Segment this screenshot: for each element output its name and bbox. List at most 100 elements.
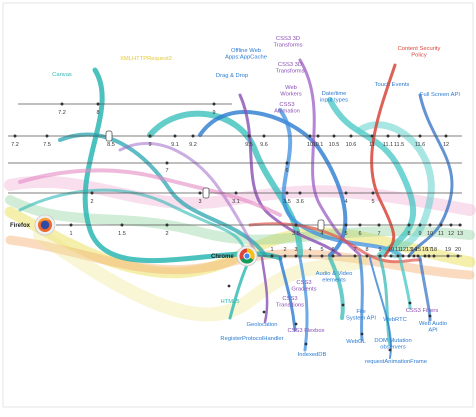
version-label: 9.2 bbox=[189, 142, 197, 148]
version-label: 11 bbox=[438, 231, 444, 237]
version-tick bbox=[349, 134, 353, 138]
stream-orange-wide bbox=[5, 235, 475, 280]
version-label: 9.5 bbox=[245, 142, 253, 148]
version-label: 10 bbox=[388, 247, 394, 253]
version-tick bbox=[262, 134, 266, 138]
version-label: 11.5 bbox=[394, 142, 404, 148]
version-label: 9 bbox=[378, 247, 381, 253]
version-label: 5 bbox=[344, 231, 347, 237]
badge-icon bbox=[202, 187, 210, 199]
version-label: 4 bbox=[320, 231, 323, 237]
version-tick bbox=[358, 223, 362, 227]
version-tick bbox=[165, 161, 169, 165]
version-label: 12 bbox=[448, 231, 454, 237]
feature-css3-flexbox: CSS3 Flexbox bbox=[287, 328, 324, 334]
stream-yellow-low bbox=[33, 228, 367, 322]
stream-down-g bbox=[378, 256, 392, 347]
version-tick bbox=[396, 254, 400, 258]
version-label: 9 bbox=[148, 142, 151, 148]
feature-labels: Canvas XMLHTTPRequest2 Offline Web Apps:A… bbox=[52, 36, 460, 365]
version-tick bbox=[285, 161, 289, 165]
feature-css3-gradients: CSS3 Gradients bbox=[291, 280, 316, 293]
version-label: 11.1 bbox=[383, 142, 393, 148]
feature-register-protocol: RegisterProtocolHandler bbox=[220, 336, 283, 342]
badge-icon bbox=[105, 130, 113, 142]
version-tick bbox=[370, 134, 374, 138]
version-label: 13 bbox=[406, 247, 412, 253]
stream-teal-a bbox=[82, 67, 283, 263]
feature-csp: Content Security Policy bbox=[398, 46, 441, 59]
feature-css3-filters: CSS3 Filters bbox=[406, 308, 439, 314]
version-tick bbox=[449, 223, 453, 227]
version-label: 2 bbox=[283, 247, 286, 253]
version-label: 7.2 bbox=[58, 110, 66, 116]
version-tick bbox=[377, 223, 381, 227]
feature-indexeddb: IndexedDB bbox=[298, 352, 327, 358]
version-label: 10.5 bbox=[329, 142, 340, 148]
version-tick bbox=[332, 134, 336, 138]
chrome-label: Chrome bbox=[211, 254, 234, 260]
stream-purple-c bbox=[118, 142, 257, 254]
version-tick bbox=[198, 191, 202, 195]
version-label: 2 bbox=[165, 231, 168, 237]
stream-blue-c bbox=[408, 93, 454, 257]
version-tick bbox=[389, 254, 393, 258]
version-tick bbox=[283, 254, 287, 258]
firefox-label: Firefox bbox=[10, 223, 31, 229]
version-tick bbox=[270, 254, 274, 258]
version-label: 6 bbox=[285, 168, 288, 174]
version-label: 3.5 bbox=[283, 199, 291, 205]
version-tick bbox=[60, 102, 64, 106]
stream-pink-wide bbox=[4, 175, 476, 216]
version-label: 7 bbox=[165, 168, 168, 174]
version-label: 7 bbox=[353, 247, 356, 253]
version-tick bbox=[401, 254, 405, 258]
version-label: 5 bbox=[320, 247, 323, 253]
feature-xmlhttprequest2: XMLHTTPRequest2 bbox=[120, 56, 172, 62]
version-tick bbox=[294, 254, 298, 258]
version-tick bbox=[371, 191, 375, 195]
version-tick bbox=[456, 254, 460, 258]
version-label: 19 bbox=[445, 247, 451, 253]
timeline-ticks: 7.2 8 97.2 7.5 8.5 9 9.1 9.2 9.5 9.6 10 10.1 10.5 10.… bbox=[11, 102, 463, 258]
version-label: 9 bbox=[418, 231, 421, 237]
feature-dom-mutation: DOM Mutation observers bbox=[374, 338, 411, 351]
version-label: 3.1 bbox=[232, 199, 240, 205]
feature-web-workers: Web Workers bbox=[280, 85, 302, 98]
version-tick bbox=[458, 223, 462, 227]
version-label: 9.1 bbox=[171, 142, 179, 148]
feature-web-audio: Web Audio API bbox=[419, 321, 447, 334]
version-label: 7.2 bbox=[11, 142, 19, 148]
feature-datetime: Date/time input types bbox=[320, 91, 348, 104]
version-tick bbox=[191, 134, 195, 138]
version-tick bbox=[308, 254, 312, 258]
version-tick bbox=[423, 254, 427, 258]
feature-css3-animation: CSS3 Animation bbox=[274, 102, 300, 115]
version-label: 12 bbox=[400, 247, 406, 253]
firefox-logo-icon bbox=[34, 214, 56, 236]
version-tick bbox=[344, 223, 348, 227]
version-tick bbox=[386, 134, 390, 138]
version-label: 1 bbox=[69, 231, 72, 237]
version-tick bbox=[418, 134, 422, 138]
version-label: 7.5 bbox=[43, 142, 51, 148]
version-tick bbox=[298, 191, 302, 195]
version-tick bbox=[294, 223, 298, 227]
version-tick bbox=[120, 223, 124, 227]
feature-css3-3d-a: CSS3 3D Transforms bbox=[273, 36, 302, 49]
stream-teal-e bbox=[356, 121, 435, 259]
version-label: 10 bbox=[307, 142, 313, 148]
version-label: 3.5 bbox=[292, 231, 300, 237]
version-label: 1 bbox=[270, 247, 273, 253]
stream-down-e bbox=[328, 256, 345, 320]
version-label: 2 bbox=[90, 199, 93, 205]
connector-dots bbox=[227, 284, 432, 352]
version-label: 4 bbox=[308, 247, 311, 253]
feature-offline: Offline Web Apps:AppCache bbox=[225, 48, 267, 61]
stream-green-wide bbox=[5, 195, 475, 245]
version-label: 3 bbox=[198, 199, 201, 205]
stream-teal-d bbox=[327, 97, 416, 258]
stream-down-d bbox=[298, 256, 309, 352]
version-tick bbox=[365, 254, 369, 258]
badge-icon bbox=[317, 219, 325, 231]
